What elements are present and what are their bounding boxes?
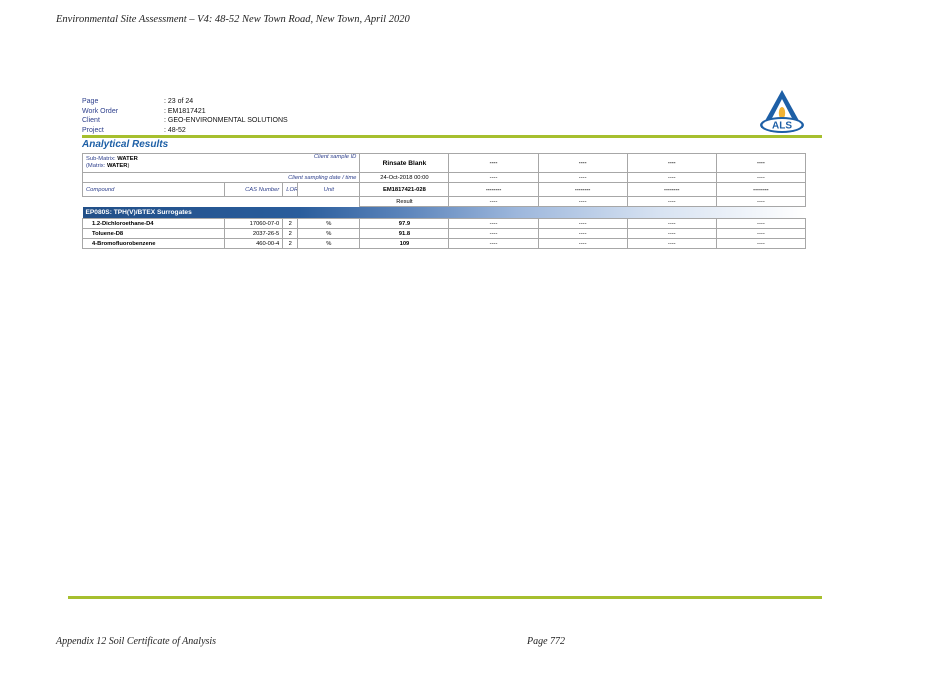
client-sample-id-label: Client sample ID <box>282 153 361 173</box>
matrix-label: (Matrix: <box>86 163 107 169</box>
als-logo: ALS <box>760 90 804 133</box>
meta-label: Page <box>82 98 99 105</box>
meta-value: : GEO-ENVIRONMENTAL SOLUTIONS <box>164 117 288 125</box>
compound-value: ---- <box>448 228 539 239</box>
group-header-row: EP080S: TPH(V)/BTEX Surrogates <box>82 207 806 219</box>
table-row: Toluene-D8 2037-26-5 2 % 91.8 ---- ---- … <box>81 228 807 239</box>
meta-label: Client <box>82 117 100 125</box>
matrix-close: ) <box>127 163 130 169</box>
compound-value: 97.9 <box>359 218 450 229</box>
compound-name: 4-Bromofluorobenzene <box>81 238 226 249</box>
compound-value: ---- <box>626 228 717 239</box>
footer-rule <box>68 596 822 599</box>
compound-unit: % <box>297 228 361 239</box>
meta-value: : 23 of 24 <box>164 98 194 105</box>
compound-value: ---- <box>448 218 539 229</box>
matrix-value: WATER <box>106 163 128 169</box>
logo-text: ALS <box>772 121 792 132</box>
compound-value: ---- <box>537 218 628 229</box>
lor-header: LOR <box>282 182 299 197</box>
compound-unit: % <box>297 238 361 249</box>
meta-row-page: Page : 23 of 24 <box>82 97 288 107</box>
sampling-value: ---- <box>715 172 807 183</box>
compound-unit: % <box>297 218 361 229</box>
meta-row-project: Project : 48-52 <box>82 126 288 136</box>
compound-value: ---- <box>537 228 628 239</box>
sample-id-value: Rinsate Blank <box>359 153 450 173</box>
table-row: 4-Bromofluorobenzene 460-00-4 2 % 109 --… <box>81 238 807 249</box>
result-label: ---- <box>715 196 807 207</box>
sampling-value: ---- <box>537 172 628 183</box>
cas-header: CAS Number <box>224 182 284 197</box>
logo-ellipse-inner <box>762 119 802 131</box>
client-sampling-label: Client sampling date / time <box>81 172 361 183</box>
sample-id-value: ---- <box>537 153 628 173</box>
results-table: Sub-Matrix: WATER (Matrix: WATER) Client… <box>81 153 807 249</box>
compound-value: ---- <box>715 218 807 229</box>
meta-value: : EM1817421 <box>164 107 206 115</box>
flame-icon <box>778 107 786 119</box>
lab-id-value: -------- <box>626 182 717 197</box>
group-title: EP080S: TPH(V)/BTEX Surrogates <box>82 207 806 218</box>
compound-header: Compound <box>81 182 226 197</box>
result-row-spacer <box>83 197 360 207</box>
meta-row-client: Client : GEO-ENVIRONMENTAL SOLUTIONS <box>82 116 288 126</box>
result-label: ---- <box>448 196 539 207</box>
result-label: ---- <box>537 196 628 207</box>
sampling-value: 24-Oct-2018 00:00 <box>359 172 450 183</box>
meta-row-work-order: Work Order : EM1817421 <box>82 107 288 117</box>
meta-label: Work Order <box>82 107 119 115</box>
section-title: Analytical Results <box>82 139 169 150</box>
compound-name: 1.2-Dichloroethane-D4 <box>81 218 226 229</box>
header-rule <box>82 135 822 138</box>
sample-id-row: Sub-Matrix: WATER (Matrix: WATER) Client… <box>81 153 807 173</box>
matrix-cell: Sub-Matrix: WATER (Matrix: WATER) <box>81 153 283 173</box>
compound-value: ---- <box>448 238 539 249</box>
result-label-row: Result ---- ---- ---- ---- <box>83 196 807 207</box>
result-label: ---- <box>626 196 717 207</box>
compound-value: 109 <box>359 238 450 249</box>
compound-value: ---- <box>626 238 717 249</box>
result-label: Result <box>359 196 450 207</box>
compound-value: ---- <box>626 218 717 229</box>
compound-cas: 2037-26-5 <box>224 228 284 239</box>
sample-id-value: ---- <box>715 153 807 173</box>
footer-appendix-title: Appendix 12 Soil Certificate of Analysis <box>56 636 217 647</box>
compound-cas: 460-00-4 <box>224 238 284 249</box>
meta-label: Project <box>82 126 104 134</box>
compound-lor: 2 <box>282 238 299 249</box>
lab-id-value: -------- <box>715 182 807 197</box>
compound-name: Toluene-D8 <box>81 228 226 239</box>
compound-value: 91.8 <box>359 228 450 239</box>
group-header: EP080S: TPH(V)/BTEX Surrogates <box>82 207 806 219</box>
sampling-value: ---- <box>626 172 717 183</box>
footer-page-number: Page 772 <box>527 636 566 647</box>
compound-lor: 2 <box>282 218 299 229</box>
running-header: Environmental Site Assessment – V4: 48-5… <box>56 14 410 25</box>
sample-id-value: ---- <box>626 153 717 173</box>
compound-value: ---- <box>715 228 807 239</box>
column-header-row: Compound CAS Number LOR Unit EM1817421-0… <box>81 182 807 197</box>
sampling-value: ---- <box>448 172 539 183</box>
compound-value: ---- <box>715 238 807 249</box>
sample-id-value: ---- <box>448 153 539 173</box>
report-meta: Page : 23 of 24 Work Order : EM1817421 C… <box>82 97 288 135</box>
lab-id-value: EM1817421-028 <box>359 182 450 197</box>
table-row: 1.2-Dichloroethane-D4 17060-07-0 2 % 97.… <box>81 218 807 229</box>
unit-header: Unit <box>297 182 361 197</box>
meta-value: : 48-52 <box>164 126 186 134</box>
lab-id-value: -------- <box>537 182 628 197</box>
lab-id-value: -------- <box>448 182 539 197</box>
compound-value: ---- <box>537 238 628 249</box>
compound-lor: 2 <box>282 228 299 239</box>
sub-matrix-label: Sub-Matrix: <box>86 156 118 162</box>
sub-matrix-value: WATER <box>117 156 138 162</box>
compound-cas: 17060-07-0 <box>224 218 284 229</box>
sampling-date-row: Client sampling date / time 24-Oct-2018 … <box>81 172 807 183</box>
